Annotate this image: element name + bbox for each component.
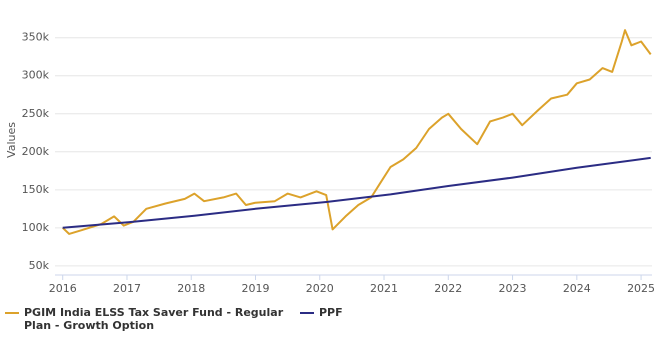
x-tick-label: 2017 [113, 282, 141, 295]
y-tick-label: 350k [22, 31, 50, 44]
series-line [62, 29, 652, 235]
y-tick-label: 150k [22, 183, 50, 196]
legend-item[interactable]: PPF [300, 306, 500, 319]
legend-label: PGIM India ELSS Tax Saver Fund - Regular… [24, 306, 284, 332]
chart: Values 50k 100k 150k 200k 250k 300k 350k 2016 20… [5, 29, 655, 295]
series-line [62, 156, 651, 229]
y-tick-label: 200k [22, 145, 50, 158]
y-tick-label: 50k [29, 259, 50, 272]
y-axis-title: Values [5, 122, 18, 158]
y-tick-label: 300k [22, 69, 50, 82]
x-tick-label: 2018 [177, 282, 205, 295]
x-tick-label: 2022 [434, 282, 462, 295]
x-tick-label: 2021 [370, 282, 398, 295]
legend-swatch [300, 312, 314, 314]
legend-item[interactable]: PGIM India ELSS Tax Saver Fund - Regular… [5, 306, 285, 332]
y-tick-label: 100k [22, 221, 50, 234]
x-tick-label: 2023 [499, 282, 527, 295]
y-tick-label: 250k [22, 107, 50, 120]
x-tick-label: 2016 [49, 282, 77, 295]
legend-label: PPF [319, 306, 343, 319]
x-tick-label: 2025 [627, 282, 655, 295]
x-tick-label: 2020 [306, 282, 334, 295]
legend-swatch [5, 312, 19, 314]
x-tick-label: 2024 [563, 282, 591, 295]
x-tick-label: 2019 [241, 282, 269, 295]
